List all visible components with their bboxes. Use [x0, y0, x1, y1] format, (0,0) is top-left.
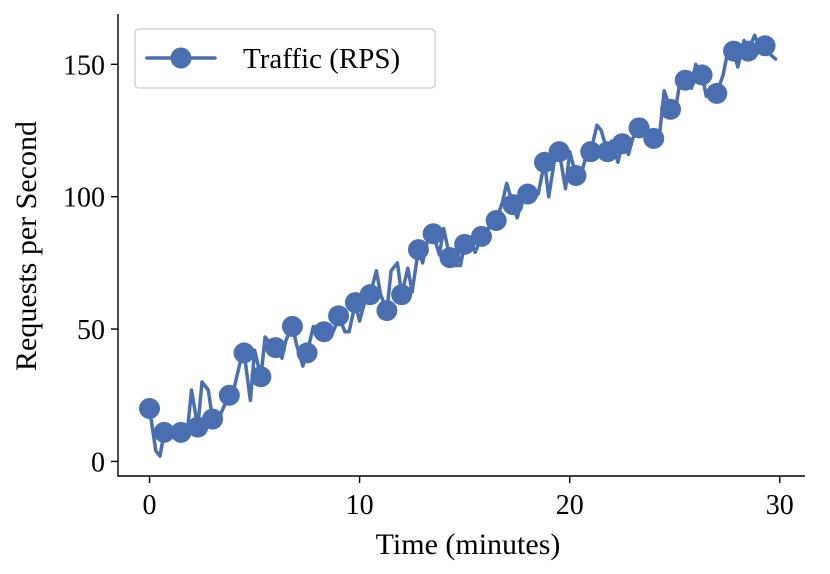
x-tick-label: 30: [766, 490, 794, 521]
data-point-marker: [470, 225, 492, 247]
data-point-marker: [454, 233, 476, 255]
legend-frame: [134, 28, 436, 89]
y-tick-label: 0: [91, 447, 105, 478]
data-point-marker: [674, 69, 696, 91]
data-point-marker: [391, 284, 413, 306]
data-point-marker: [281, 315, 303, 337]
data-point-marker: [580, 141, 602, 163]
x-axis-title: Time (minutes): [376, 528, 561, 561]
data-point-marker: [359, 284, 381, 306]
data-point-marker: [296, 342, 318, 364]
data-point-marker: [422, 223, 444, 245]
data-point-marker: [170, 421, 192, 443]
data-point-marker: [723, 40, 745, 62]
data-point-marker: [313, 321, 335, 343]
data-point-marker: [548, 141, 570, 163]
data-point-marker: [737, 40, 759, 62]
data-point-marker: [376, 300, 398, 322]
data-point-marker: [439, 247, 461, 269]
data-point-marker: [643, 127, 665, 149]
data-point-marker: [691, 64, 713, 86]
data-point-marker: [706, 82, 728, 104]
data-point-marker: [660, 98, 682, 120]
data-point-marker: [328, 305, 350, 327]
data-point-marker: [611, 133, 633, 155]
legend-swatch-marker: [170, 47, 192, 69]
data-point-marker: [407, 239, 429, 261]
y-tick-label: 50: [77, 315, 105, 346]
data-point-marker: [628, 117, 650, 139]
y-tick-label: 150: [63, 50, 105, 81]
data-point-marker: [233, 342, 255, 364]
data-point-marker: [754, 35, 776, 57]
series-layer: [139, 33, 778, 458]
y-tick-label: 100: [63, 183, 105, 214]
chart-axes: [117, 14, 805, 477]
data-point-marker: [139, 397, 161, 419]
data-point-marker: [502, 194, 524, 216]
y-axis-title: Requests per Second: [10, 121, 43, 371]
data-point-marker: [565, 165, 587, 187]
x-tick-label: 20: [556, 490, 584, 521]
x-axis-ticks: 0 10 20 30: [143, 476, 794, 521]
legend: Traffic (RPS): [134, 28, 436, 89]
data-point-marker: [202, 408, 224, 430]
data-point-marker: [265, 337, 287, 359]
data-point-marker: [153, 421, 175, 443]
x-tick-label: 10: [346, 490, 374, 521]
legend-label: Traffic (RPS): [243, 43, 400, 75]
data-point-marker: [218, 384, 240, 406]
y-axis-ticks: 0 50 100 150: [63, 50, 118, 478]
data-point-marker: [485, 210, 507, 232]
data-point-marker: [250, 366, 272, 388]
x-tick-label: 0: [143, 490, 157, 521]
data-point-marker: [533, 151, 555, 173]
data-point-marker: [517, 183, 539, 205]
